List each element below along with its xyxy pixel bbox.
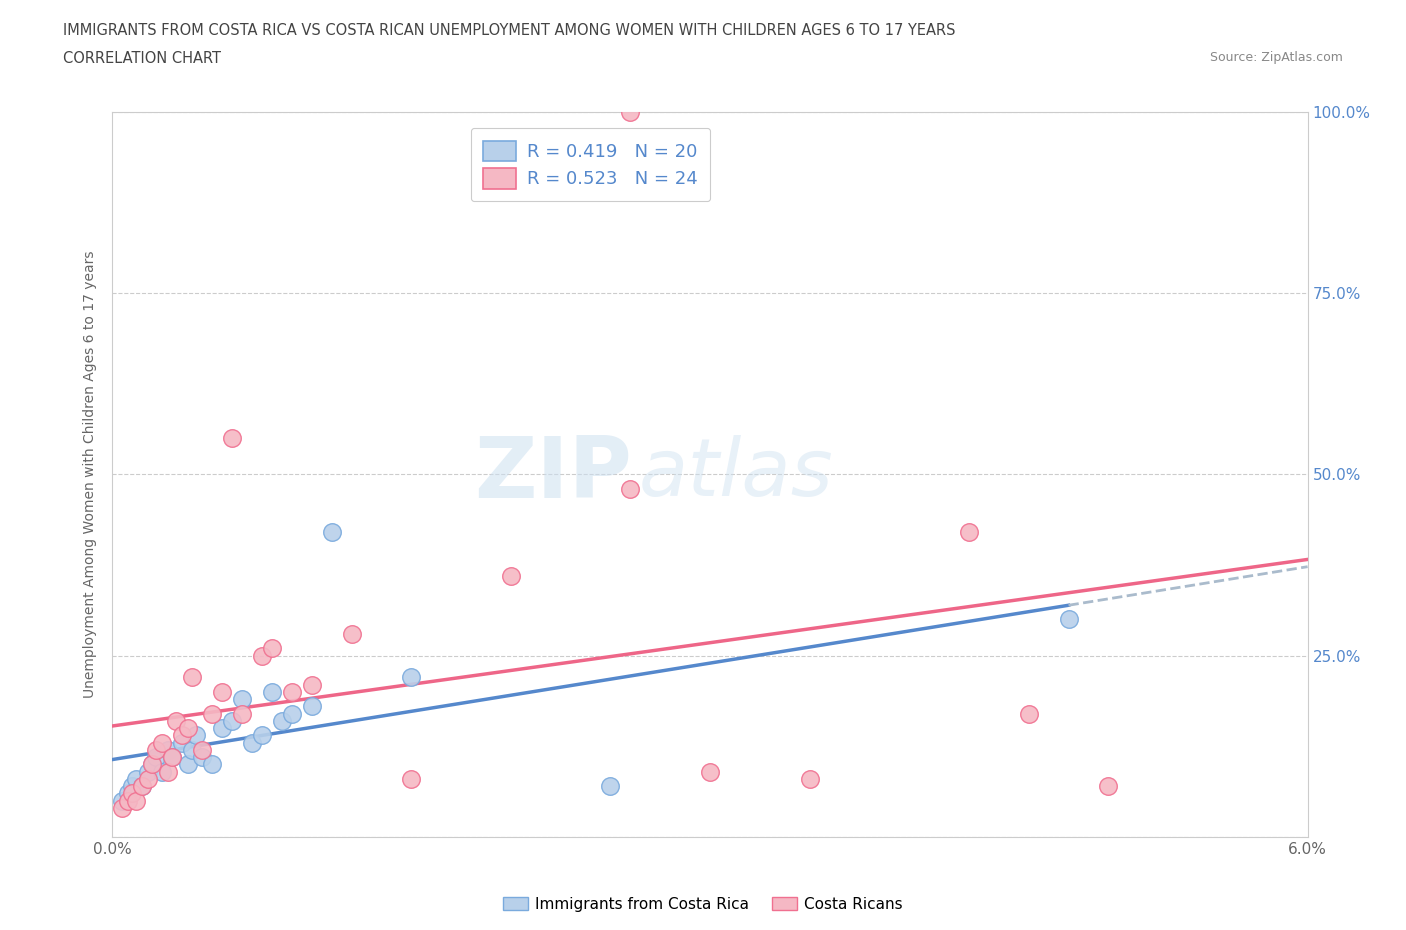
Point (150, 736, 173, 751)
Point (177, 757, 200, 772)
Point (125, 793, 148, 808)
Text: IMMIGRANTS FROM COSTA RICA VS COSTA RICAN UNEMPLOYMENT AMONG WOMEN WITH CHILDREN: IMMIGRANTS FROM COSTA RICA VS COSTA RICA… (63, 23, 956, 38)
Text: Source: ZipAtlas.com: Source: ZipAtlas.com (1209, 51, 1343, 64)
Point (145, 750, 167, 764)
Point (172, 728, 194, 743)
Text: atlas: atlas (638, 435, 834, 513)
Point (799, 772, 821, 787)
Point (165, 713, 187, 728)
Point (191, 742, 214, 757)
Point (1018, 706, 1040, 721)
Point (340, 627, 363, 642)
Point (250, 648, 273, 663)
Point (499, 568, 522, 583)
Point (131, 778, 153, 793)
Point (281, 684, 304, 699)
Point (619, 104, 641, 119)
Point (221, 713, 243, 728)
Point (131, 778, 153, 793)
Point (1097, 778, 1119, 793)
Point (181, 670, 204, 684)
Point (231, 692, 253, 707)
Point (121, 786, 143, 801)
Point (141, 757, 163, 772)
Point (260, 641, 283, 656)
Point (138, 772, 160, 787)
Legend: R = 0.419   N = 20, R = 0.523   N = 24: R = 0.419 N = 20, R = 0.523 N = 24 (471, 128, 710, 201)
Point (231, 706, 253, 721)
Point (301, 677, 323, 692)
Point (191, 750, 214, 764)
Point (125, 772, 148, 787)
Point (240, 736, 263, 751)
Point (957, 525, 980, 539)
Point (111, 793, 134, 808)
Point (699, 764, 721, 779)
Text: CORRELATION CHART: CORRELATION CHART (63, 51, 221, 66)
Point (401, 772, 423, 787)
Point (138, 764, 160, 779)
Point (401, 670, 423, 684)
Point (321, 525, 343, 539)
Point (111, 801, 134, 816)
Point (177, 721, 200, 736)
Point (172, 736, 194, 751)
Point (117, 793, 139, 808)
Point (201, 706, 224, 721)
Point (201, 757, 224, 772)
Point (150, 764, 173, 779)
Point (221, 431, 243, 445)
Point (301, 699, 323, 714)
Point (260, 684, 283, 699)
Text: ZIP: ZIP (475, 432, 633, 516)
Point (250, 728, 273, 743)
Point (157, 742, 180, 757)
Point (162, 750, 183, 764)
Point (145, 742, 167, 757)
Point (186, 728, 208, 743)
Point (121, 778, 143, 793)
Point (1057, 612, 1080, 627)
Point (619, 482, 641, 497)
Point (162, 750, 183, 764)
Y-axis label: Unemployment Among Women with Children Ages 6 to 17 years: Unemployment Among Women with Children A… (83, 250, 97, 698)
Point (281, 706, 304, 721)
Point (117, 786, 139, 801)
Point (599, 778, 621, 793)
Point (270, 713, 292, 728)
Point (211, 721, 233, 736)
Point (157, 764, 180, 779)
Point (211, 684, 233, 699)
Point (181, 742, 204, 757)
Point (141, 757, 163, 772)
Legend: Immigrants from Costa Rica, Costa Ricans: Immigrants from Costa Rica, Costa Ricans (498, 890, 908, 918)
